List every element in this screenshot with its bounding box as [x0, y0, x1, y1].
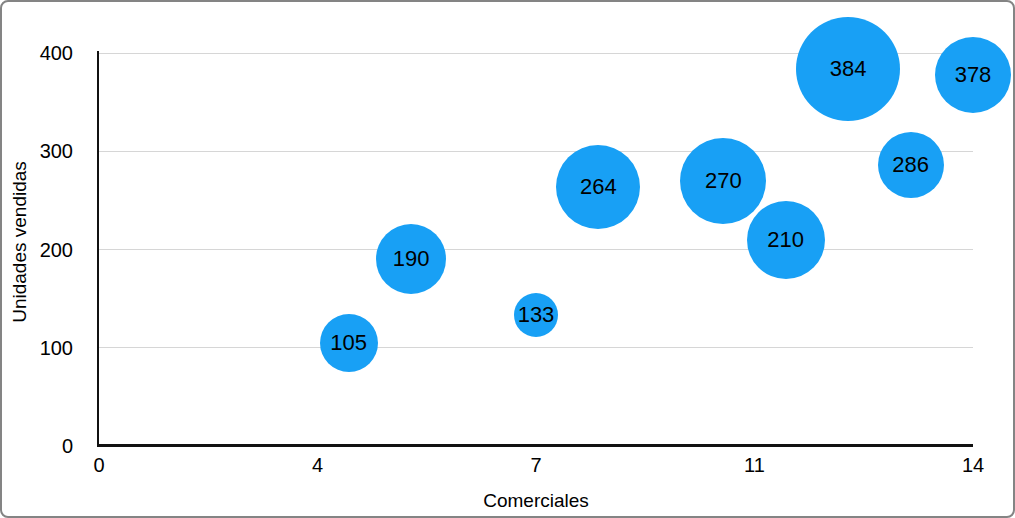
- bubble-chart: 0100200300400 0471114 105190133264270210…: [2, 2, 1013, 516]
- y-tick-label-100: 100: [0, 338, 73, 358]
- y-axis-title: Unidades vendidas: [9, 161, 31, 323]
- bubble-286[interactable]: 286: [878, 132, 944, 198]
- bubble-378[interactable]: 378: [935, 37, 1011, 113]
- x-tick-label-7: 7: [496, 454, 576, 476]
- gridline-y-300: [99, 151, 973, 152]
- bubble-384[interactable]: 384: [796, 17, 900, 121]
- x-tick-label-0: 0: [59, 454, 139, 476]
- y-tick-label-400: 400: [0, 43, 73, 63]
- gridline-y-200: [99, 249, 973, 250]
- bubble-190[interactable]: 190: [376, 224, 446, 294]
- y-tick-label-300: 300: [0, 141, 73, 161]
- bubble-270[interactable]: 270: [680, 138, 766, 224]
- y-axis-line: [97, 51, 99, 447]
- y-tick-label-0: 0: [0, 436, 73, 456]
- x-tick-label-11: 11: [715, 454, 795, 476]
- x-axis-title: Comerciales: [99, 490, 973, 512]
- gridline-y-100: [99, 347, 973, 348]
- x-axis-line: [97, 444, 973, 447]
- bubble-105[interactable]: 105: [320, 314, 378, 372]
- bubble-210[interactable]: 210: [747, 201, 825, 279]
- x-tick-label-14: 14: [933, 454, 1013, 476]
- x-tick-label-4: 4: [278, 454, 358, 476]
- bubble-133[interactable]: 133: [514, 293, 558, 337]
- bubble-264[interactable]: 264: [556, 145, 640, 229]
- chart-figure: 0100200300400 0471114 105190133264270210…: [0, 0, 1015, 518]
